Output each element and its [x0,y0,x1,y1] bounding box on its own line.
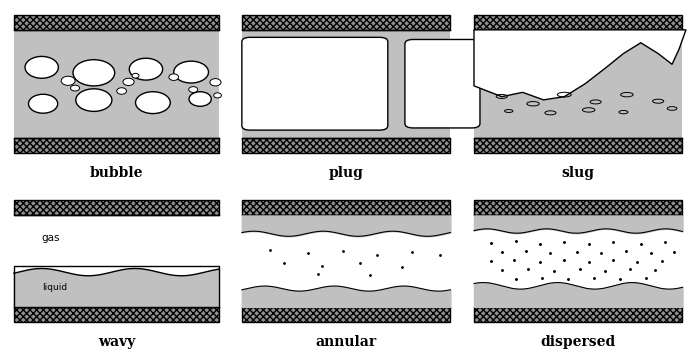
Text: gas: gas [42,233,60,243]
Ellipse shape [189,87,198,92]
Text: wavy: wavy [98,335,135,349]
Bar [242,15,450,30]
Bar [14,15,219,30]
Bar [242,15,450,30]
Bar [242,200,450,215]
Bar [474,30,682,138]
Ellipse shape [123,78,134,86]
Ellipse shape [117,88,126,94]
FancyBboxPatch shape [405,39,480,128]
Text: liquid: liquid [42,284,67,292]
Bar [242,138,450,153]
Bar [14,200,219,215]
Bar [474,138,682,153]
Ellipse shape [132,73,139,78]
Ellipse shape [174,61,208,83]
Bar [474,15,682,30]
Bar [14,307,219,322]
Bar [242,307,450,322]
Bar [474,307,682,322]
Ellipse shape [189,92,211,106]
Bar [14,30,219,138]
Ellipse shape [214,93,221,98]
Ellipse shape [76,89,112,111]
Bar [242,215,450,307]
Bar [474,215,682,307]
Bar [242,200,450,215]
Ellipse shape [73,60,115,86]
FancyBboxPatch shape [242,37,388,130]
Bar [474,307,682,322]
Ellipse shape [28,94,58,113]
Polygon shape [474,30,686,100]
Ellipse shape [129,58,163,80]
Bar [474,200,682,215]
Ellipse shape [71,85,79,91]
Text: slug: slug [562,166,595,179]
Bar [14,307,219,322]
Bar [14,266,219,307]
Bar [14,200,219,215]
Bar [242,138,450,153]
Text: bubble: bubble [90,166,143,179]
Bar [14,138,219,153]
Text: dispersed: dispersed [541,335,616,349]
Bar [474,138,682,153]
Ellipse shape [169,74,179,80]
Bar [474,15,682,30]
Ellipse shape [136,92,170,114]
Bar [14,138,219,153]
Bar [242,307,450,322]
Bar [14,15,219,30]
Bar [14,215,219,307]
Ellipse shape [61,76,75,85]
Ellipse shape [25,56,58,78]
Bar [242,30,450,138]
Ellipse shape [210,79,221,86]
Text: plug: plug [329,166,363,179]
Bar [474,200,682,215]
Text: annular: annular [316,335,377,349]
